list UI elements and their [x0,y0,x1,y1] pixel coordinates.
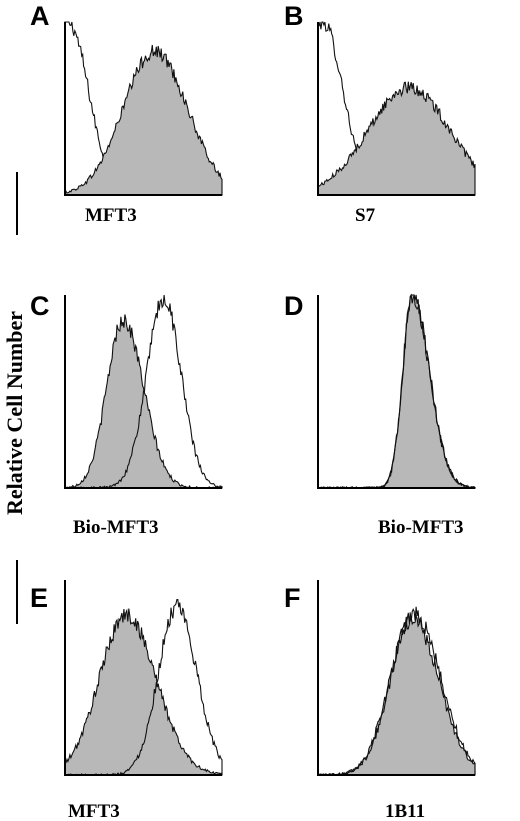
panel-letter-b: B [284,1,304,31]
histogram-filled-a [64,44,223,196]
x-axis-label-e: MFT3 [68,801,120,821]
panel-letter-d: D [284,291,304,321]
panel-e: E MFT3 [30,580,223,821]
axes-b [317,22,475,196]
panel-d: D Bio-MFT3 [284,291,477,538]
panel-f: F 1B11 [284,580,476,821]
axes-a [64,22,222,196]
panel-b: B S7 [284,1,476,226]
axes-d [317,295,475,489]
axes-e [64,580,222,776]
panel-a: A MFT3 [30,1,223,226]
x-axis-label-c: Bio-MFT3 [73,517,159,538]
histogram-filled-f [317,614,476,776]
panel-letter-a: A [30,1,50,31]
histogram-filled-d [317,294,476,489]
histogram-open-f [317,606,476,776]
x-axis-label-d: Bio-MFT3 [378,517,464,538]
panel-letter-f: F [284,583,301,613]
x-axis-label-f: 1B11 [385,801,425,821]
x-axis-label-a: MFT3 [85,205,137,226]
histogram-filled-e [64,608,223,776]
y-axis-label: Relative Cell Number [2,311,27,515]
histogram-filled-b [317,81,476,196]
panel-c: C Bio-MFT3 [30,291,223,538]
x-axis-label-b: S7 [355,205,376,226]
axes-c [64,295,222,489]
panel-letter-c: C [30,291,50,321]
panel-letter-e: E [30,583,48,613]
axes-f [317,580,475,776]
